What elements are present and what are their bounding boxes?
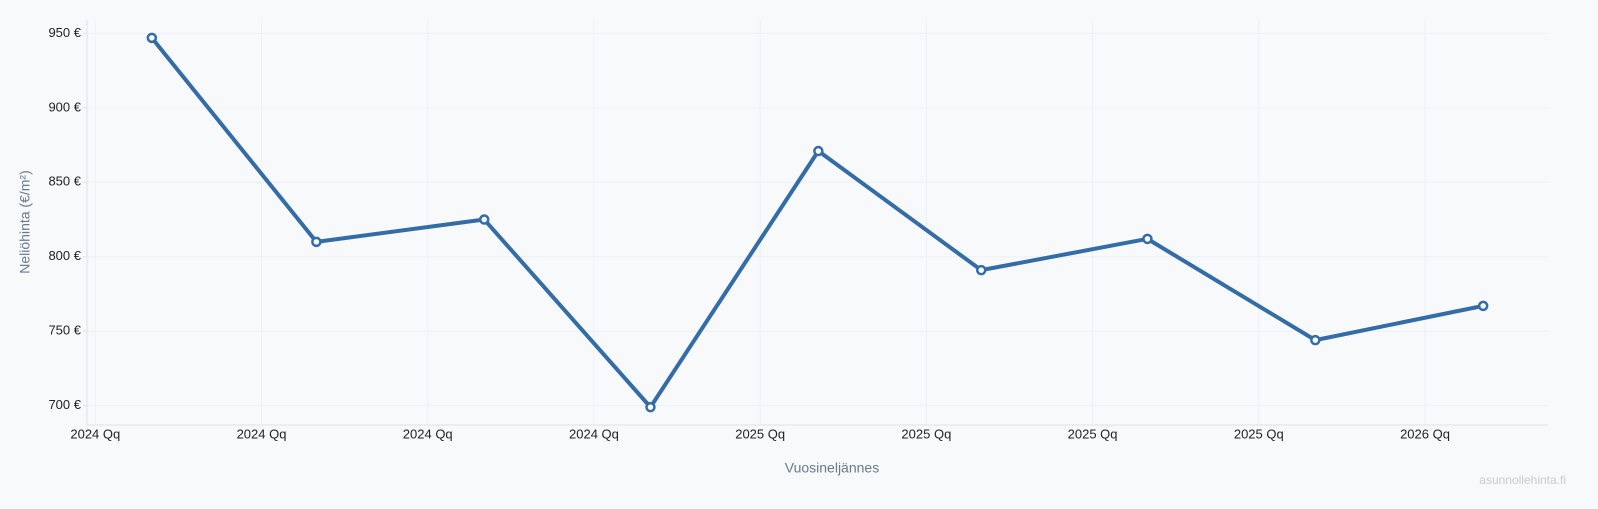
y-tick-label: 900 € — [48, 99, 81, 114]
x-tick-label: 2026 Qq — [1400, 426, 1450, 441]
x-axis-label: Vuosineljännes — [785, 460, 879, 476]
x-tick-label: 2024 Qq — [403, 426, 453, 441]
x-tick-label: 2025 Qq — [1234, 426, 1284, 441]
y-tick-label: 850 € — [48, 174, 81, 189]
point — [146, 32, 158, 44]
point — [1142, 233, 1153, 245]
x-tick-label: 2025 Qq — [735, 426, 785, 441]
point — [311, 236, 322, 248]
y-tick-label: 750 € — [48, 323, 81, 338]
x-tick-label: 2025 Qq — [1068, 426, 1118, 441]
x-tick-label: 2024 Qq — [70, 426, 120, 441]
point — [478, 214, 490, 225]
x-tick-label: 2024 Qq — [569, 426, 619, 441]
x-tick-label: 2024 Qq — [237, 426, 287, 441]
point — [1477, 300, 1489, 312]
y-axis-label: Neliöhinta (€/m²) — [17, 170, 33, 273]
point — [645, 401, 656, 413]
watermark: asunnollehinta.fi — [1479, 473, 1566, 487]
y-tick-label: 800 € — [48, 248, 81, 263]
x-tick-label: 2025 Qq — [901, 426, 951, 441]
y-tick-label: 950 € — [48, 25, 81, 40]
point — [1310, 334, 1321, 346]
point — [975, 264, 987, 276]
y-tick-label: 700 € — [48, 397, 81, 412]
point — [813, 145, 824, 157]
